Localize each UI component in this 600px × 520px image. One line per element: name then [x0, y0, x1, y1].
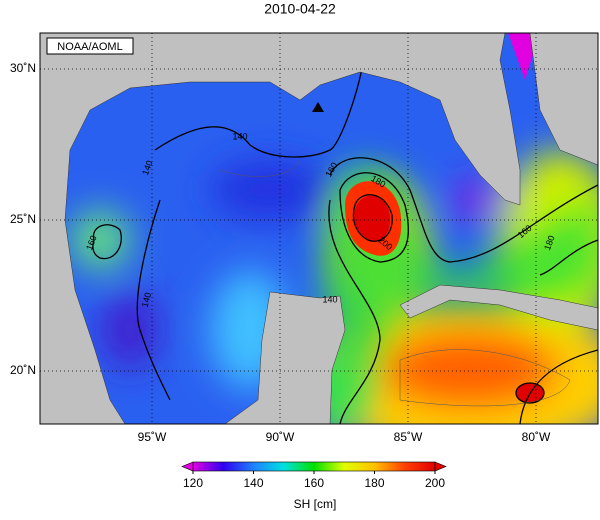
lon-label: 90˚W: [266, 430, 295, 444]
contour-label: 180: [542, 234, 557, 252]
marker: [312, 102, 324, 112]
lon-label: 95˚W: [138, 430, 167, 444]
colorbar-label: SH [cm]: [294, 497, 337, 511]
contour-label: 140: [140, 291, 154, 308]
colorbar-tick-label: 120: [183, 476, 203, 490]
colorbar-tick-label: 200: [425, 476, 445, 490]
land: [399, 284, 598, 331]
lon-label: 85˚W: [394, 430, 423, 444]
contour-label: 140: [232, 131, 247, 141]
colorbar: 120 140 160 180 200: [181, 461, 447, 490]
colorbar-ramp: [192, 461, 436, 472]
lat-label: 30˚N: [10, 61, 36, 75]
lat-label: 25˚N: [10, 212, 36, 226]
colorbar-arrow: [434, 461, 447, 472]
land: [224, 291, 346, 424]
land: [40, 33, 521, 424]
graticule: [40, 33, 598, 424]
credit-box: [46, 37, 134, 55]
contours: [92, 49, 598, 424]
lon-label: 80˚W: [522, 430, 551, 444]
contour-label: 140: [322, 294, 337, 304]
colorbar-tick-label: 140: [243, 476, 263, 490]
land: [529, 33, 598, 166]
contour-label: 160: [84, 234, 99, 252]
colorbar-tick-label: 180: [364, 476, 384, 490]
lat-label: 20˚N: [10, 363, 36, 377]
frame: [39, 32, 599, 425]
title: 2010-04-22: [264, 1, 336, 17]
colorbar-tick-label: 160: [304, 476, 324, 490]
sea-height-field: [40, 33, 598, 424]
contour-label: 140: [140, 159, 155, 177]
credit: NOAA/AOML: [57, 41, 122, 53]
colorbar-arrow: [181, 461, 194, 472]
